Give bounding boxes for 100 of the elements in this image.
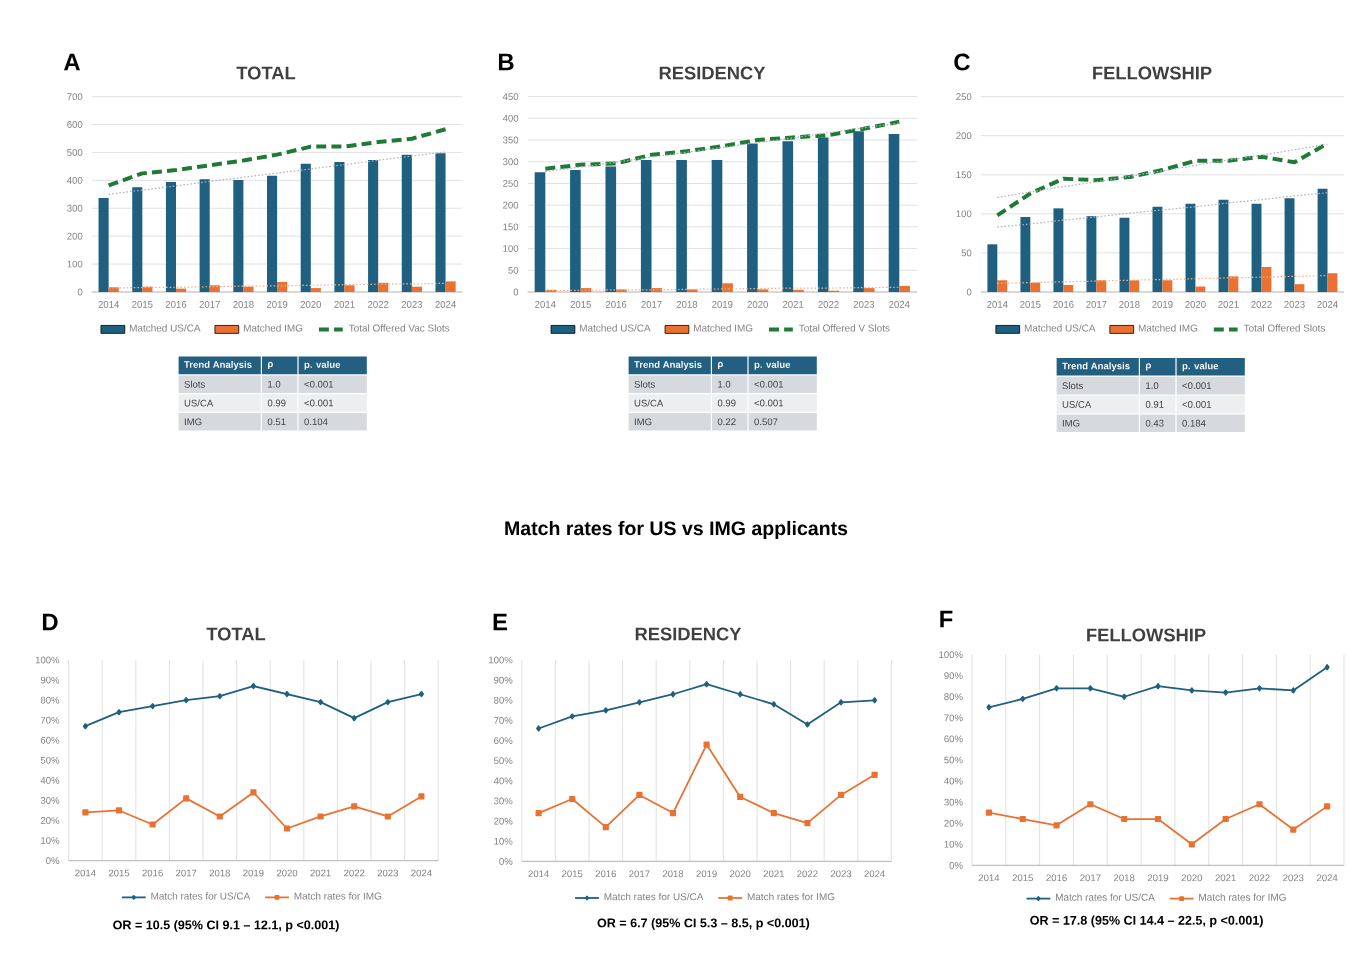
- chart-title: RESIDENCY: [635, 627, 742, 641]
- point: [703, 741, 710, 748]
- bar: [1294, 284, 1305, 292]
- chart-title: TOTAL: [236, 66, 296, 80]
- point: [1019, 815, 1026, 823]
- bar: [98, 197, 109, 292]
- point: [569, 795, 576, 803]
- point: [871, 771, 878, 778]
- bar: [445, 281, 456, 292]
- bar: [1020, 216, 1031, 292]
- point: [115, 807, 123, 814]
- bar: [1086, 216, 1097, 292]
- bar: [997, 280, 1008, 292]
- bar: [1063, 284, 1074, 292]
- bar: [165, 182, 177, 292]
- line-series: [108, 151, 447, 195]
- point: [250, 789, 257, 796]
- line-series: [106, 127, 448, 188]
- point: [636, 791, 643, 799]
- bar: [853, 131, 864, 292]
- point: [770, 809, 777, 817]
- bar: [570, 169, 581, 292]
- chart-title: RESIDENCY: [659, 66, 766, 80]
- point: [418, 793, 425, 800]
- point: [1053, 822, 1060, 829]
- bar: [817, 137, 829, 292]
- text: D: [42, 613, 58, 631]
- bar: [1251, 203, 1262, 292]
- bar: [266, 175, 278, 292]
- point: [1290, 826, 1297, 833]
- point: [384, 813, 391, 820]
- bar: [722, 283, 733, 292]
- bar: [640, 159, 652, 292]
- point: [985, 809, 993, 816]
- bar: [782, 141, 794, 292]
- text: B: [498, 53, 514, 71]
- point: [737, 793, 744, 801]
- bar: [1053, 208, 1064, 292]
- bar: [888, 133, 900, 292]
- bar: [411, 286, 422, 292]
- point: [149, 821, 156, 828]
- point: [1222, 815, 1229, 823]
- point: [351, 803, 358, 810]
- bar: [1129, 280, 1140, 292]
- bar: [1228, 276, 1239, 292]
- point: [837, 791, 845, 799]
- bar: [1119, 217, 1130, 292]
- text: C: [954, 53, 970, 71]
- chart-title: FELLOWSHIP: [1093, 66, 1212, 80]
- point: [82, 809, 89, 816]
- bar: [1284, 198, 1295, 292]
- point: [283, 825, 291, 832]
- point: [1256, 801, 1263, 808]
- bar: [1030, 282, 1041, 292]
- bar: [233, 180, 244, 292]
- point: [1087, 801, 1094, 808]
- bar: [711, 159, 723, 292]
- point: [183, 795, 190, 802]
- bar: [987, 244, 998, 292]
- point: [317, 813, 324, 820]
- point: [216, 813, 223, 820]
- bar: [1317, 188, 1328, 292]
- point: [804, 820, 811, 827]
- point: [535, 809, 542, 817]
- point: [669, 809, 677, 817]
- bar: [1152, 206, 1163, 292]
- chart-title: FELLOWSHIP: [1087, 628, 1206, 642]
- bar: [1195, 286, 1206, 292]
- bar: [899, 285, 910, 292]
- point: [1188, 841, 1195, 848]
- point: [1121, 815, 1128, 823]
- bar: [747, 143, 758, 292]
- bar: [368, 159, 379, 292]
- bar: [344, 285, 355, 292]
- text: E: [493, 613, 508, 631]
- bar: [1096, 280, 1107, 292]
- bar: [132, 187, 143, 292]
- text: F: [940, 610, 953, 628]
- bar: [199, 179, 210, 292]
- bar: [534, 172, 546, 292]
- point: [602, 824, 609, 831]
- line-series: [996, 192, 1329, 228]
- bar: [676, 159, 687, 292]
- bar: [1261, 266, 1272, 292]
- bar: [243, 286, 254, 292]
- bar: [401, 154, 412, 292]
- point: [1154, 815, 1162, 823]
- point: [1324, 803, 1331, 810]
- text: A: [63, 53, 80, 71]
- bar: [605, 166, 617, 292]
- line-series: [995, 141, 1330, 218]
- bar: [435, 153, 446, 292]
- bar: [277, 281, 288, 292]
- chart-title: TOTAL: [206, 627, 266, 641]
- text: Match rates for US vs IMG applicants: [505, 520, 848, 540]
- bar: [209, 285, 220, 292]
- bar: [300, 163, 311, 292]
- bar: [1162, 280, 1173, 292]
- bar: [334, 161, 345, 292]
- bar: [1327, 273, 1338, 292]
